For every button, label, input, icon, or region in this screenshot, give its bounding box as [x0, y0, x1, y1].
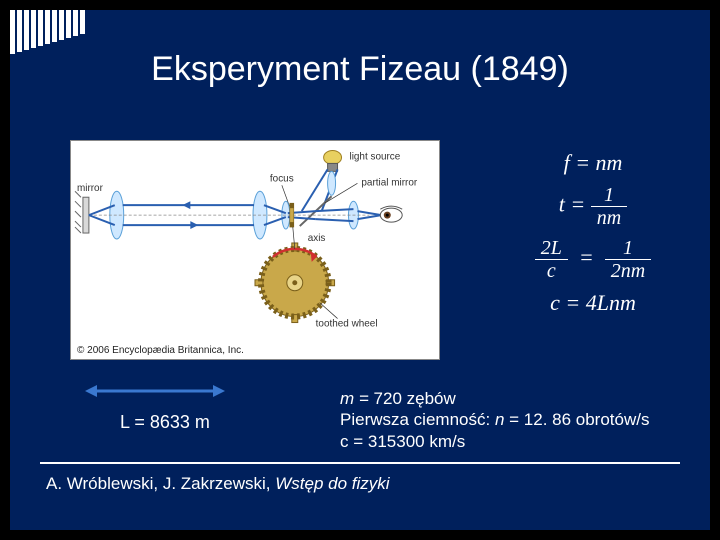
label-partial-mirror: partial mirror [361, 177, 417, 188]
corner-stripes [10, 10, 85, 54]
eq-3: 2Lc = 12nm [478, 237, 708, 282]
result-teeth: m = 720 zębów [340, 388, 649, 409]
diagram-svg: light source partial mirror focus mirror [71, 141, 439, 336]
footer-citation: A. Wróblewski, J. Zakrzewski, Wstęp do f… [46, 474, 390, 494]
label-axis: axis [308, 233, 326, 244]
label-focus: focus [270, 173, 294, 184]
eq-1: f = nm [478, 150, 708, 176]
label-light-source: light source [349, 151, 400, 162]
label-toothed-wheel: toothed wheel [316, 319, 378, 330]
label-mirror: mirror [77, 183, 104, 194]
equations-block: f = nm t = 1nm 2Lc = 12nm c = 4Lnm [478, 150, 708, 324]
slide-frame: Eksperyment Fizeau (1849) light source p… [8, 8, 712, 532]
result-darkness: Pierwsza ciemność: n = 12. 86 obrotów/s [340, 409, 649, 430]
slide-title: Eksperyment Fizeau (1849) [10, 50, 710, 89]
eq-4: c = 4Lnm [478, 290, 708, 316]
diagram-copyright: © 2006 Encyclopædia Britannica, Inc. [77, 345, 244, 356]
footer-divider [40, 462, 680, 464]
eq-2: t = 1nm [478, 184, 708, 229]
distance-arrow [85, 382, 225, 400]
distance-label: L = 8633 m [120, 412, 210, 433]
results-block: m = 720 zębów Pierwsza ciemność: n = 12.… [340, 388, 649, 452]
result-c: c = 315300 km/s [340, 431, 649, 452]
fizeau-diagram: light source partial mirror focus mirror [70, 140, 440, 360]
